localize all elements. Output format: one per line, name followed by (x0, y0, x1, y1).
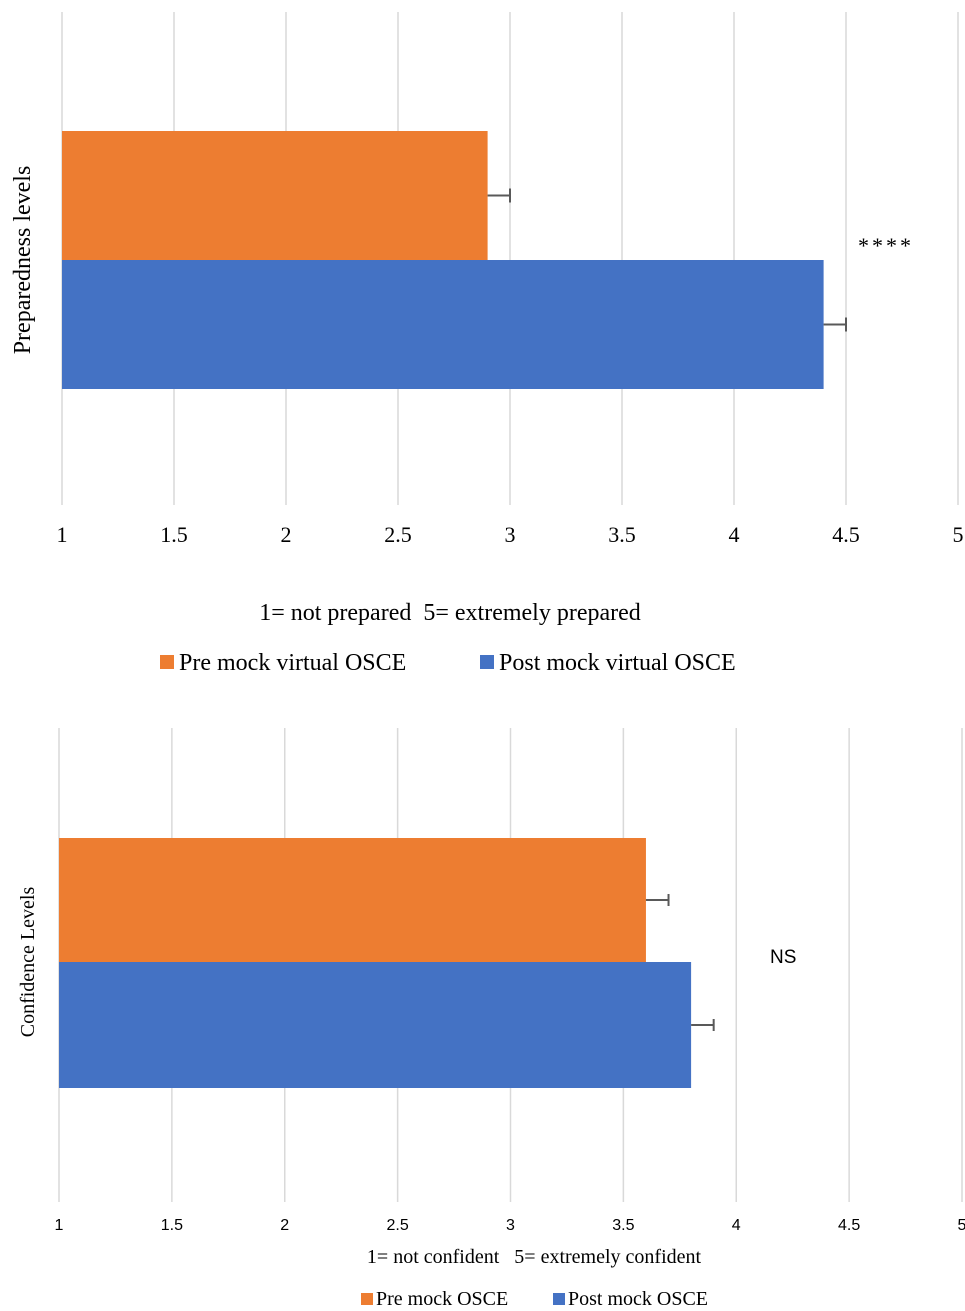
c2-error-bars (645, 894, 715, 1031)
c1-x-tick-label: 2.5 (384, 522, 412, 547)
c1-bar-post (62, 260, 824, 389)
c2-legend-label-post: Post mock OSCE (568, 1288, 708, 1310)
c1-legend-swatch-pre (160, 655, 174, 669)
c2-x-tick-label: 2.5 (387, 1217, 409, 1234)
c2-x-tick-label: 1.5 (161, 1217, 183, 1234)
c2-x-axis-label: 1= not confident 5= extremely confident (367, 1246, 702, 1268)
c2-bars (59, 838, 692, 1088)
c2-x-tick-label: 4 (732, 1217, 741, 1234)
c1-error-bars (487, 188, 847, 332)
c1-legend: Pre mock virtual OSCE Post mock virtual … (160, 650, 736, 676)
c2-x-tick-label: 3.5 (612, 1217, 634, 1234)
c1-error-bar-pre (487, 188, 511, 203)
c1-legend-label-pre: Pre mock virtual OSCE (179, 650, 406, 676)
c1-bar-pre (62, 131, 488, 260)
chart-preparedness: 1 1.5 2 2.5 3 3.5 4 4.5 5 Preparedness levels **… (10, 12, 964, 676)
c1-gridlines (61, 12, 959, 505)
c1-significance-annotation: **** (858, 233, 914, 258)
c1-x-tick-label: 4.5 (832, 522, 860, 547)
chart-confidence: 1 1.5 2 2.5 3 3.5 4 4.5 5 Confidence Levels NS 1… (17, 728, 965, 1310)
c2-legend: Pre mock OSCE Post mock OSCE (361, 1288, 708, 1310)
c1-legend-swatch-post (480, 655, 494, 669)
c2-bar-post (59, 962, 692, 1088)
c2-bar-pre (59, 838, 646, 962)
c2-error-bar-post (691, 1019, 715, 1031)
c2-y-axis-label: Confidence Levels (17, 887, 39, 1038)
c1-error-bar-post (823, 317, 847, 332)
c1-x-tick-label: 3.5 (608, 522, 636, 547)
c1-x-tick-label: 1 (57, 522, 68, 547)
c2-legend-swatch-pre (361, 1293, 373, 1305)
c1-x-tick-label: 4 (729, 522, 740, 547)
c1-x-tick-label: 1.5 (160, 522, 188, 547)
c2-x-tick-label: 1 (55, 1217, 64, 1234)
c1-x-tick-labels: 1 1.5 2 2.5 3 3.5 4 4.5 5 (57, 522, 964, 547)
c2-legend-swatch-post (553, 1293, 565, 1305)
c1-x-tick-label: 2 (281, 522, 292, 547)
c1-bars (62, 131, 824, 389)
c2-x-tick-labels: 1 1.5 2 2.5 3 3.5 4 4.5 5 (55, 1217, 965, 1234)
c2-x-tick-label: 3 (506, 1217, 515, 1234)
c1-legend-label-post: Post mock virtual OSCE (499, 650, 736, 676)
c1-x-tick-label: 3 (505, 522, 516, 547)
c2-legend-label-pre: Pre mock OSCE (376, 1288, 508, 1310)
c1-y-axis-label: Preparedness levels (10, 166, 36, 355)
c1-x-tick-label: 5 (953, 522, 964, 547)
c2-significance-annotation: NS (770, 947, 796, 968)
c1-x-axis-label: 1= not prepared 5= extremely prepared (259, 600, 641, 626)
c2-x-tick-label: 4.5 (838, 1217, 860, 1234)
c2-error-bar-pre (645, 894, 670, 906)
c2-x-tick-label: 2 (280, 1217, 289, 1234)
c2-x-tick-label: 5 (958, 1217, 965, 1234)
